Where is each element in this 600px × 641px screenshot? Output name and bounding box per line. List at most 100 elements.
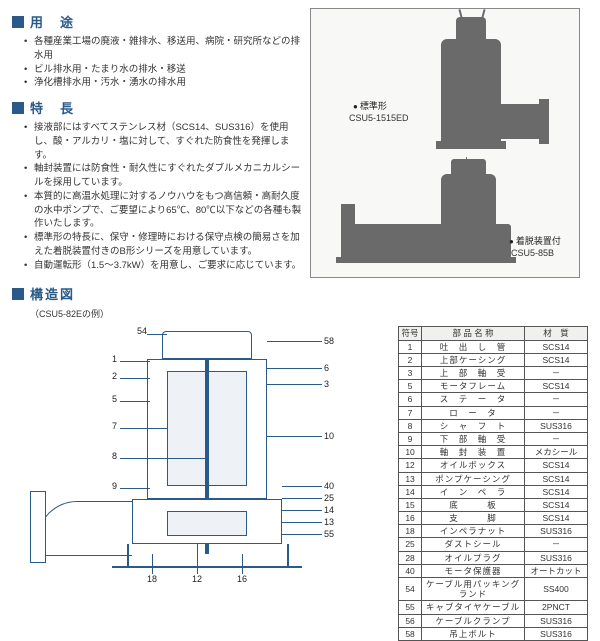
callout: 13 — [324, 517, 334, 527]
table-row: 9下 部 軸 受－ — [399, 432, 588, 445]
features-list: 接液部にはすべてステンレス材（SCS14、SUS316）を使用し、酸・アルカリ・… — [12, 121, 302, 272]
standard-model: CSU5-1515ED — [349, 113, 409, 123]
table-cell: － — [524, 406, 587, 419]
table-cell: ロ ー タ — [422, 406, 525, 419]
table-cell: メカシール — [524, 446, 587, 459]
table-cell: 14 — [399, 485, 422, 498]
th-name: 部 品 名 称 — [422, 327, 525, 340]
table-row: 1吐 出 し 管SCS14 — [399, 340, 588, 353]
callout: 14 — [324, 505, 334, 515]
list-item: 接液部にはすべてステンレス材（SCS14、SUS316）を使用し、酸・アルカリ・… — [24, 121, 302, 162]
table-cell: 9 — [399, 432, 422, 445]
table-cell: － — [524, 393, 587, 406]
callout: 54 — [137, 326, 147, 336]
table-cell: 7 — [399, 406, 422, 419]
table-row: 7ロ ー タ－ — [399, 406, 588, 419]
standard-label: 標準形 — [353, 99, 387, 112]
table-row: 40モータ保護器オートカット — [399, 564, 588, 577]
section-uses-title: 用 途 — [12, 12, 302, 31]
table-row: 16支 脚SCS14 — [399, 512, 588, 525]
table-cell: 底 板 — [422, 498, 525, 511]
table-header-row: 符号 部 品 名 称 材 質 — [399, 327, 588, 340]
table-cell: 6 — [399, 393, 422, 406]
table-cell: SUS316 — [524, 551, 587, 564]
callout: 6 — [324, 363, 329, 373]
table-cell: 13 — [399, 472, 422, 485]
uses-list: 各種産業工場の廃液・雑排水、移送用、病院・研究所などの排水用 ビル排水用・たまり… — [12, 35, 302, 90]
table-row: 55キャブタイヤケーブル2PNCT — [399, 601, 588, 614]
list-item: 標準形の特長に、保守・修理時における保守点検の簡易さを加えた着脱装置付きのB形シ… — [24, 231, 302, 259]
table-cell: SCS14 — [524, 472, 587, 485]
table-cell: オイルボックス — [422, 459, 525, 472]
callout: 3 — [324, 379, 329, 389]
table-cell: モータ保護器 — [422, 564, 525, 577]
table-cell: 18 — [399, 525, 422, 538]
table-cell: 16 — [399, 512, 422, 525]
table-cell: ケーブル用パッキングランド — [422, 578, 525, 601]
text-column: 用 途 各種産業工場の廃液・雑排水、移送用、病院・研究所などの排水用 ビル排水用… — [12, 8, 302, 280]
table-cell: SUS316 — [524, 525, 587, 538]
section-structure-title: 構造図 — [12, 284, 588, 303]
table-row: 15底 板SCS14 — [399, 498, 588, 511]
section-features-title: 特 長 — [12, 98, 302, 117]
list-item: 本質的に高温水処理に対するノウハウをもつ高信頼・高耐久度の水中ポンプで、ご要望に… — [24, 190, 302, 231]
table-cell: ケーブルクランプ — [422, 614, 525, 627]
diagram-note: （CSU5-82Eの例） — [30, 307, 588, 320]
list-item: 軸封装置には防食性・耐久性にすぐれたダブルメカニカルシールを採用しています。 — [24, 162, 302, 190]
table-cell: 8 — [399, 419, 422, 432]
detach-label: 着脱装置付 — [509, 234, 561, 247]
table-cell: 58 — [399, 627, 422, 640]
th-material: 材 質 — [524, 327, 587, 340]
table-cell: SUS316 — [524, 614, 587, 627]
table-row: 3上 部 軸 受－ — [399, 367, 588, 380]
table-cell: SUS316 — [524, 627, 587, 640]
callout: 25 — [324, 493, 334, 503]
callout: 10 — [324, 431, 334, 441]
table-cell: オイルプラグ — [422, 551, 525, 564]
table-row: 25ダストシール－ — [399, 538, 588, 551]
callout: 55 — [324, 529, 334, 539]
table-cell: 28 — [399, 551, 422, 564]
table-cell: 54 — [399, 578, 422, 601]
table-cell: 吊上ボルト — [422, 627, 525, 640]
table-cell: 軸 封 装 置 — [422, 446, 525, 459]
table-cell: SCS14 — [524, 498, 587, 511]
table-row: 2上部ケーシングSCS14 — [399, 353, 588, 366]
table-row: 13ポンプケーシングSCS14 — [399, 472, 588, 485]
table-cell: 3 — [399, 367, 422, 380]
diagram-column: 58 6 3 10 40 25 14 13 55 54 1 2 5 — [12, 326, 392, 641]
table-cell: 15 — [399, 498, 422, 511]
table-cell: 25 — [399, 538, 422, 551]
callout: 7 — [112, 421, 117, 431]
table-cell: インペラナット — [422, 525, 525, 538]
table-cell: 40 — [399, 564, 422, 577]
table-cell: 55 — [399, 601, 422, 614]
table-cell: 5 — [399, 380, 422, 393]
callout: 8 — [112, 451, 117, 461]
table-cell: SUS316 — [524, 419, 587, 432]
table-cell: － — [524, 367, 587, 380]
callout: 18 — [147, 574, 157, 584]
table-cell: SCS14 — [524, 340, 587, 353]
callout: 2 — [112, 371, 117, 381]
table-row: 5モータフレームSCS14 — [399, 380, 588, 393]
table-cell: － — [524, 538, 587, 551]
table-cell: SCS14 — [524, 459, 587, 472]
table-row: 58吊上ボルトSUS316 — [399, 627, 588, 640]
th-code: 符号 — [399, 327, 422, 340]
table-cell: SCS14 — [524, 380, 587, 393]
list-item: ビル排水用・たまり水の排水・移送 — [24, 63, 302, 77]
parts-table: 符号 部 品 名 称 材 質 1吐 出 し 管SCS142上部ケーシングSCS1… — [398, 326, 588, 641]
callout: 40 — [324, 481, 334, 491]
table-cell: 支 脚 — [422, 512, 525, 525]
callout: 16 — [237, 574, 247, 584]
table-cell: イ ン ペ ラ — [422, 485, 525, 498]
table-cell: ポンプケーシング — [422, 472, 525, 485]
table-row: 10軸 封 装 置メカシール — [399, 446, 588, 459]
table-row: 14イ ン ペ ラSCS14 — [399, 485, 588, 498]
table-cell: キャブタイヤケーブル — [422, 601, 525, 614]
table-cell: SCS14 — [524, 353, 587, 366]
table-row: 56ケーブルクランプSUS316 — [399, 614, 588, 627]
table-cell: ダストシール — [422, 538, 525, 551]
table-cell: 上 部 軸 受 — [422, 367, 525, 380]
